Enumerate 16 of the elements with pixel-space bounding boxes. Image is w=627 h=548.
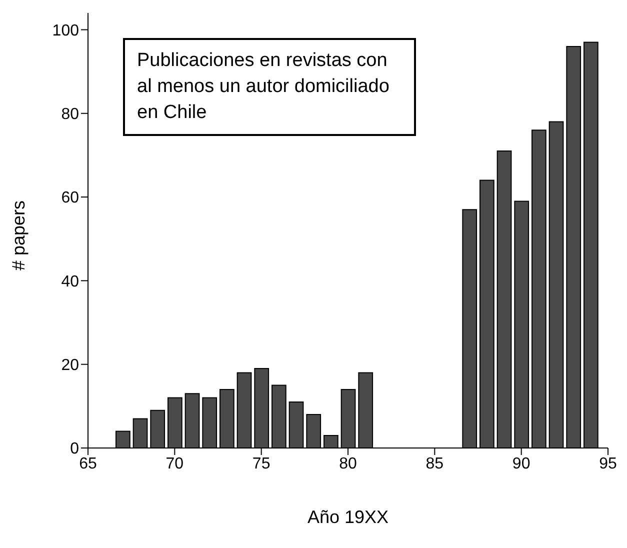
x-tick-label: 75 (252, 455, 270, 472)
x-tick-label: 95 (599, 455, 617, 472)
y-tick-label: 0 (70, 440, 80, 458)
annotation: Publicaciones en revistas con al menos un autor domiciliado en Chile (123, 38, 416, 136)
x-tick-label: 65 (79, 455, 97, 472)
y-tick-label: 60 (61, 190, 80, 207)
x-tick-label: 80 (339, 455, 357, 472)
y-tick-label: 20 (61, 357, 80, 374)
x-tick-label: 90 (512, 455, 530, 472)
y-tick-label: 80 (61, 106, 80, 124)
y-tick-label: 100 (52, 22, 80, 40)
x-tick-label: 70 (166, 455, 184, 472)
x-tick-label: 85 (426, 455, 444, 472)
y-axis-title: # papers (8, 200, 28, 270)
y-tick-label: 40 (61, 273, 80, 290)
x-axis-title: Año 19XX (307, 507, 389, 527)
